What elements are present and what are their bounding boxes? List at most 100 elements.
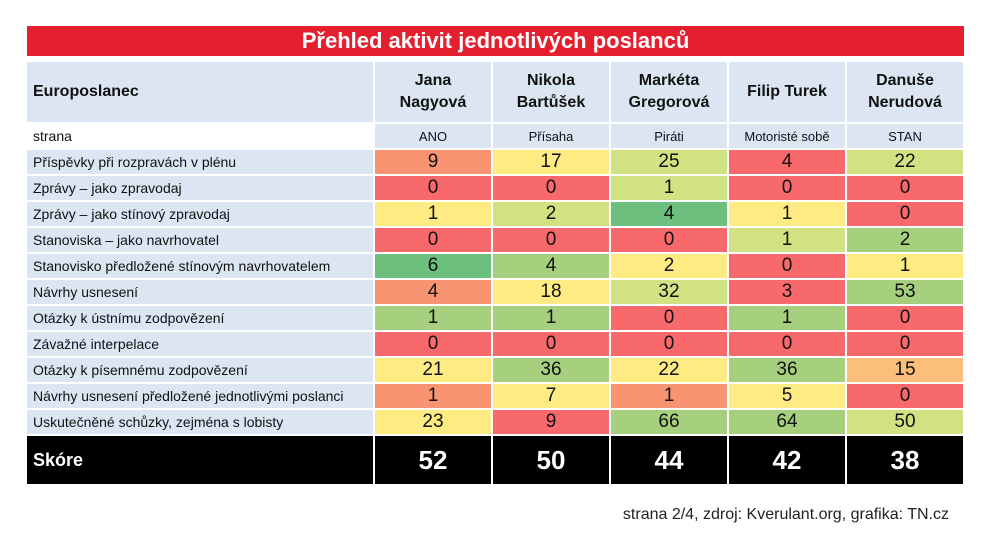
- value-cell: 9: [375, 150, 491, 174]
- value-cell: 0: [493, 332, 609, 356]
- value-cell: 4: [493, 254, 609, 278]
- mp-name-line2: Gregorová: [628, 94, 710, 111]
- score-value: 42: [729, 436, 845, 484]
- value-cell: 15: [847, 358, 963, 382]
- value-cell: 22: [847, 150, 963, 174]
- row-label: Zprávy – jako stínový zpravodaj: [27, 202, 373, 226]
- value-cell: 0: [493, 228, 609, 252]
- row-label: Stanoviska – jako navrhovatel: [27, 228, 373, 252]
- mp-name-header: Filip Turek: [729, 62, 845, 122]
- value-cell: 6: [375, 254, 491, 278]
- party-cell: ANO: [375, 124, 491, 148]
- value-cell: 0: [729, 254, 845, 278]
- value-cell: 32: [611, 280, 727, 304]
- table-row: Stanovisko předložené stínovým navrhovat…: [27, 254, 963, 278]
- mp-name-header: Jana Nagyová: [375, 62, 491, 122]
- value-cell: 1: [611, 176, 727, 200]
- mp-name-line1: Jana: [414, 72, 452, 89]
- mp-name-line1: Filip Turek: [747, 83, 827, 100]
- value-cell: 2: [611, 254, 727, 278]
- value-cell: 1: [847, 254, 963, 278]
- row-label: Stanovisko předložené stínovým navrhovat…: [27, 254, 373, 278]
- score-value: 38: [847, 436, 963, 484]
- value-cell: 0: [493, 176, 609, 200]
- score-value: 44: [611, 436, 727, 484]
- score-label: Skóre: [27, 436, 373, 484]
- value-cell: 4: [729, 150, 845, 174]
- value-cell: 1: [375, 306, 491, 330]
- party-cell: Piráti: [611, 124, 727, 148]
- value-cell: 0: [847, 176, 963, 200]
- value-cell: 9: [493, 410, 609, 434]
- value-cell: 2: [493, 202, 609, 226]
- table-row: Závažné interpelace 0 0 0 0 0: [27, 332, 963, 356]
- score-row: Skóre 52 50 44 42 38: [27, 436, 963, 484]
- value-cell: 4: [375, 280, 491, 304]
- value-cell: 22: [611, 358, 727, 382]
- value-cell: 1: [375, 202, 491, 226]
- value-cell: 17: [493, 150, 609, 174]
- party-cell: Motoristé sobě: [729, 124, 845, 148]
- row-label: Návrhy usnesení předložené jednotlivými …: [27, 384, 373, 408]
- value-cell: 5: [729, 384, 845, 408]
- party-cell: Přísaha: [493, 124, 609, 148]
- value-cell: 64: [729, 410, 845, 434]
- table-row: Zprávy – jako stínový zpravodaj 1 2 4 1 0: [27, 202, 963, 226]
- value-cell: 0: [611, 228, 727, 252]
- value-cell: 2: [847, 228, 963, 252]
- table-row: Návrhy usnesení předložené jednotlivými …: [27, 384, 963, 408]
- table-row: Příspěvky při rozpravách v plénu 9 17 25 4 22: [27, 150, 963, 174]
- value-cell: 0: [375, 228, 491, 252]
- value-cell: 36: [493, 358, 609, 382]
- value-cell: 23: [375, 410, 491, 434]
- table-row: Návrhy usnesení 4 18 32 3 53: [27, 280, 963, 304]
- column-header-europoslanec: Europoslanec: [27, 62, 373, 122]
- value-cell: 1: [729, 228, 845, 252]
- value-cell: 0: [847, 332, 963, 356]
- data-rows: Příspěvky při rozpravách v plénu 9 17 25 4 22…: [27, 150, 963, 434]
- mp-name-header: Markéta Gregorová: [611, 62, 727, 122]
- value-cell: 25: [611, 150, 727, 174]
- value-cell: 1: [729, 202, 845, 226]
- value-cell: 7: [493, 384, 609, 408]
- mp-name-header: Nikola Bartůšek: [493, 62, 609, 122]
- value-cell: 0: [847, 384, 963, 408]
- value-cell: 1: [611, 384, 727, 408]
- mp-name-line2: Nerudová: [868, 94, 942, 111]
- value-cell: 0: [847, 202, 963, 226]
- row-label: Uskutečněné schůzky, zejména s lobisty: [27, 410, 373, 434]
- table-row: Otázky k písemnému zodpovězení 21 36 22 36 15: [27, 358, 963, 382]
- source-footer: strana 2/4, zdroj: Kverulant.org, grafik…: [622, 506, 949, 523]
- mp-name-line1: Danuše: [876, 72, 934, 89]
- value-cell: 0: [375, 332, 491, 356]
- row-label: Zprávy – jako zpravodaj: [27, 176, 373, 200]
- row-label: Otázky k písemnému zodpovězení: [27, 358, 373, 382]
- mp-name-line1: Markéta: [638, 72, 700, 89]
- value-cell: 36: [729, 358, 845, 382]
- mp-name-line2: Bartůšek: [516, 94, 586, 111]
- value-cell: 0: [847, 306, 963, 330]
- party-cell: STAN: [847, 124, 963, 148]
- row-label: Otázky k ústnímu zodpovězení: [27, 306, 373, 330]
- value-cell: 66: [611, 410, 727, 434]
- table-row: Uskutečněné schůzky, zejména s lobisty 23…: [27, 410, 963, 434]
- header-row: Europoslanec Jana Nagyová Nikola Bartůšek …: [27, 62, 963, 122]
- table-row: Otázky k ústnímu zodpovězení 1 1 0 1 0: [27, 306, 963, 330]
- mp-name-line1: Nikola: [526, 72, 575, 89]
- party-row-label: strana: [27, 124, 373, 148]
- value-cell: 1: [729, 306, 845, 330]
- value-cell: 53: [847, 280, 963, 304]
- table-row: Stanoviska – jako navrhovatel 0 0 0 1 2: [27, 228, 963, 252]
- row-label: Příspěvky při rozpravách v plénu: [27, 150, 373, 174]
- value-cell: 0: [375, 176, 491, 200]
- value-cell: 3: [729, 280, 845, 304]
- value-cell: 1: [375, 384, 491, 408]
- value-cell: 18: [493, 280, 609, 304]
- activity-table: Europoslanec Jana Nagyová Nikola Bartůšek …: [25, 60, 965, 486]
- score-value: 50: [493, 436, 609, 484]
- party-row: strana ANO Přísaha Piráti Motoristé sobě…: [27, 124, 963, 148]
- row-label: Návrhy usnesení: [27, 280, 373, 304]
- value-cell: 0: [729, 176, 845, 200]
- value-cell: 4: [611, 202, 727, 226]
- table-title: Přehled aktivit jednotlivých poslanců: [27, 26, 964, 56]
